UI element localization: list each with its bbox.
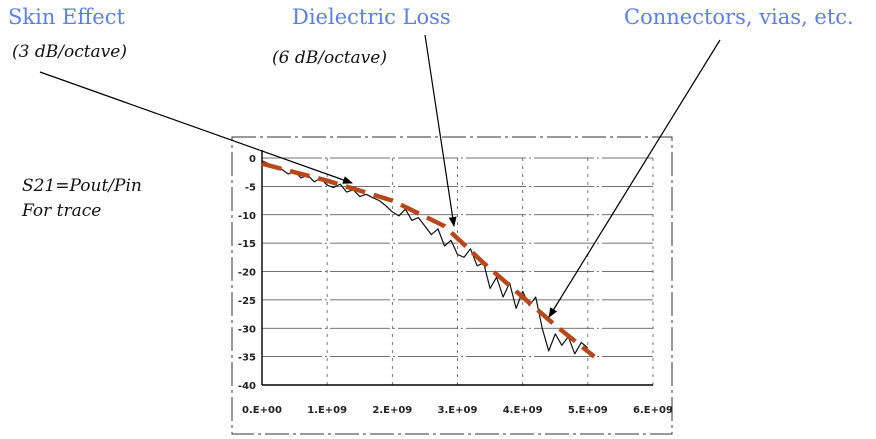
x-tick-label: 6.E+09 xyxy=(633,405,673,416)
y-tick-label: -30 xyxy=(238,324,256,335)
y-tick-label: -5 xyxy=(245,182,256,193)
skin-effect-subtitle: (3 dB/octave) xyxy=(12,42,127,62)
grid xyxy=(262,157,654,385)
axes xyxy=(261,150,653,386)
y-tick-label: -40 xyxy=(238,381,256,392)
x-tick-labels: 0.E+00 1.E+09 2.E+09 3.E+09 4.E+09 5.E+09 6.E+… xyxy=(242,405,673,416)
skin-effect-arrow xyxy=(39,71,353,184)
s21-label-line1: S21=Pout/Pin xyxy=(22,176,142,196)
y-tick-label: 0 xyxy=(249,154,256,165)
connectors-arrow xyxy=(548,39,721,318)
x-tick-label: 2.E+09 xyxy=(372,405,412,416)
chart-frame xyxy=(231,136,673,435)
y-tick-label: -15 xyxy=(238,239,256,250)
dielectric-loss-title: Dielectric Loss xyxy=(292,5,451,29)
y-tick-labels: 0 -5 -10 -15 -20 -25 -30 -35 -40 xyxy=(238,154,256,392)
dielectric-loss-arrow xyxy=(424,34,457,227)
x-tick-label: 1.E+09 xyxy=(307,405,347,416)
trend-line-dashed xyxy=(261,161,596,359)
y-tick-label: -20 xyxy=(238,268,256,279)
s21-label-line2: For trace xyxy=(22,201,102,221)
y-tick-label: -35 xyxy=(238,353,256,364)
x-tick-label: 4.E+09 xyxy=(503,405,543,416)
x-tick-label: 3.E+09 xyxy=(438,405,478,416)
dielectric-loss-subtitle: (6 dB/octave) xyxy=(272,48,387,68)
x-tick-label: 5.E+09 xyxy=(568,405,608,416)
skin-effect-title: Skin Effect xyxy=(8,5,125,29)
series xyxy=(261,160,596,359)
y-tick-label: -25 xyxy=(238,296,256,307)
connectors-title: Connectors, vias, etc. xyxy=(624,5,854,29)
measured-s21-trace xyxy=(261,160,589,355)
y-tick-label: -10 xyxy=(238,211,256,222)
x-tick-label: 0.E+00 xyxy=(242,405,282,416)
